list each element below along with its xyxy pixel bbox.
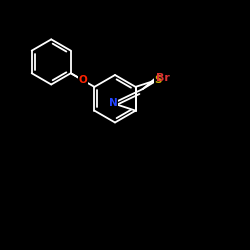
- Text: N: N: [108, 98, 117, 108]
- Text: S: S: [154, 74, 162, 85]
- Text: O: O: [79, 75, 88, 85]
- Text: Br: Br: [156, 73, 170, 83]
